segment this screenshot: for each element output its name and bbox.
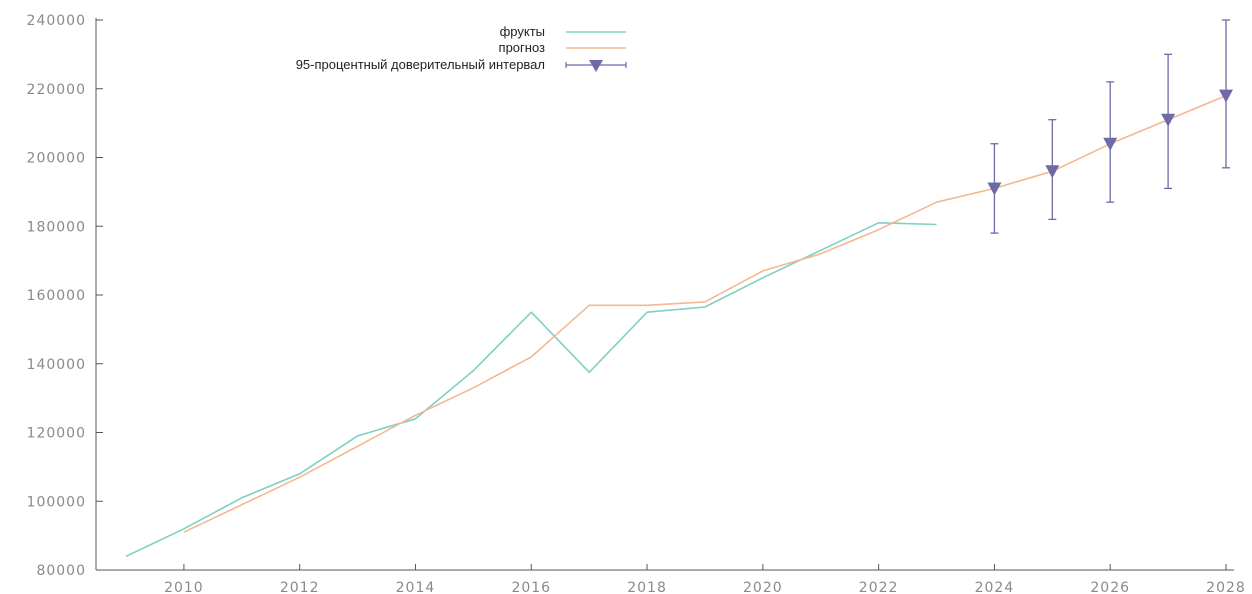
- legend-label-1: прогноз: [499, 40, 546, 55]
- x-tick-label: 2018: [627, 580, 667, 594]
- x-tick-label: 2024: [975, 580, 1015, 594]
- legend-marker-icon: [589, 60, 603, 72]
- series-line-0: [125, 222, 937, 558]
- forecast-point-marker: [1045, 165, 1060, 179]
- y-tick-label: 140000: [27, 357, 86, 373]
- x-tick-label: 2016: [511, 580, 551, 594]
- x-tick-label: 2026: [1090, 580, 1130, 594]
- y-tick-label: 80000: [36, 563, 86, 579]
- legend-label-2: 95-процентный доверительный интервал: [296, 57, 545, 72]
- forecast-point-marker: [1161, 113, 1176, 127]
- x-tick-label: 2020: [743, 580, 783, 594]
- y-tick-label: 120000: [27, 426, 86, 442]
- y-tick-label: 240000: [27, 13, 86, 29]
- series-layer: [125, 19, 1233, 558]
- y-tick-label: 200000: [27, 151, 86, 167]
- x-tick-label: 2028: [1206, 580, 1246, 594]
- y-tick-label: 180000: [27, 219, 86, 235]
- x-tick-label: 2010: [164, 580, 204, 594]
- legend-label-0: фрукты: [500, 24, 545, 39]
- y-tick-label: 100000: [27, 494, 86, 510]
- forecast-point-marker: [987, 182, 1002, 196]
- y-tick-label: 220000: [27, 82, 86, 98]
- x-tick-label: 2014: [396, 580, 436, 594]
- x-tick-label: 2012: [280, 580, 320, 594]
- axes: 80000 100000 120000 140000 160000 180000 20000…: [27, 13, 1246, 594]
- forecast-point-marker: [1103, 137, 1118, 151]
- forecast-point-marker: [1219, 89, 1233, 103]
- series-line-1: [183, 94, 1227, 533]
- x-tick-label: 2022: [859, 580, 899, 594]
- y-tick-label: 160000: [27, 288, 86, 304]
